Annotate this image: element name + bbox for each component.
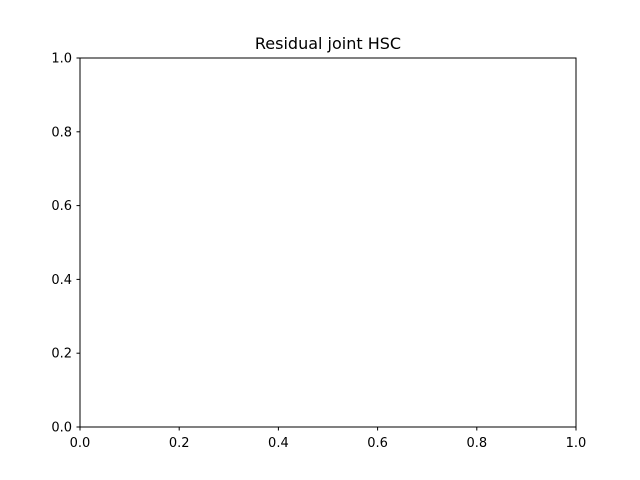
x-tick-label: 0.4 <box>268 436 289 451</box>
y-axis: 0.0 0.2 0.4 0.6 0.8 1.0 <box>51 52 80 436</box>
x-axis: 0.0 0.2 0.4 0.6 0.8 1.0 <box>70 427 587 451</box>
x-tick-label: 0.8 <box>466 436 487 451</box>
y-tick-label: 1.0 <box>51 52 72 67</box>
plot-area <box>79 57 577 428</box>
x-tick-label: 0.2 <box>169 436 190 451</box>
x-tick-label: 0.0 <box>70 436 91 451</box>
x-tick-label: 1.0 <box>566 436 587 451</box>
y-tick-label: 0.6 <box>51 199 72 214</box>
x-tick-label: 0.6 <box>367 436 388 451</box>
y-tick-label: 0.4 <box>51 273 72 288</box>
y-tick-label: 0.0 <box>51 421 72 436</box>
y-tick-label: 0.2 <box>51 347 72 362</box>
y-tick-label: 0.8 <box>51 125 72 140</box>
chart-title: Residual joint HSC <box>255 34 401 53</box>
